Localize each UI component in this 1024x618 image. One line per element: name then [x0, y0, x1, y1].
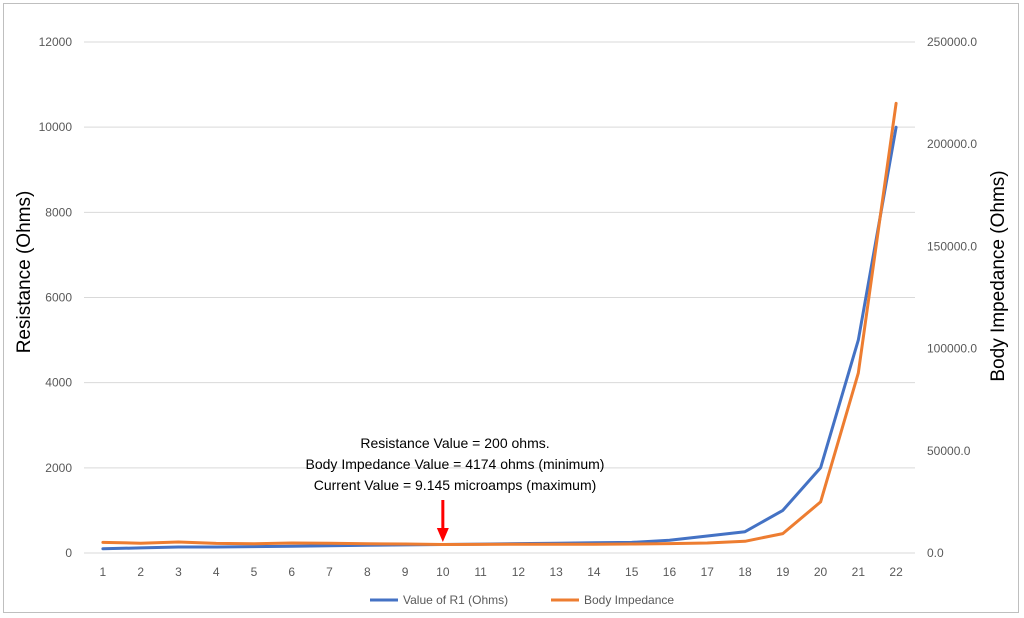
y2-tick-label: 150000.0 — [927, 239, 977, 253]
y-tick-label: 10000 — [39, 120, 73, 134]
left-axis-ticks: 0 2000 4000 6000 8000 10000 12000 — [39, 35, 73, 560]
y-tick-label: 4000 — [45, 376, 72, 390]
right-axis-ticks: 0.0 50000.0 100000.0 150000.0 200000.0 250000… — [927, 35, 977, 560]
series-line-body-impedance — [101, 101, 898, 546]
y-tick-label: 12000 — [39, 35, 73, 49]
annotation-line: Current Value = 9.145 microamps (maximum… — [314, 477, 597, 493]
annotation-line: Resistance Value = 200 ohms. — [360, 435, 549, 451]
legend: Value of R1 (Ohms) Body Impedance — [370, 593, 674, 607]
x-tick-label: 18 — [738, 565, 752, 579]
x-tick-label: 17 — [701, 565, 715, 579]
annotation-line: Body Impedance Value = 4174 ohms (minimu… — [306, 456, 605, 472]
legend-label: Body Impedance — [584, 593, 674, 607]
y2-tick-label: 50000.0 — [927, 444, 971, 458]
x-tick-label: 1 — [100, 565, 107, 579]
chart-frame — [3, 3, 1019, 613]
x-tick-label: 9 — [402, 565, 409, 579]
y2-tick-label: 0.0 — [927, 546, 944, 560]
x-tick-label: 13 — [549, 565, 563, 579]
y-tick-label: 8000 — [45, 205, 72, 219]
y-tick-label: 0 — [65, 546, 72, 560]
x-tick-label: 22 — [889, 565, 903, 579]
x-tick-label: 3 — [175, 565, 182, 579]
y2-tick-label: 200000.0 — [927, 137, 977, 151]
y-tick-label: 2000 — [45, 461, 72, 475]
x-tick-label: 6 — [288, 565, 295, 579]
series-lines — [101, 101, 898, 551]
legend-label: Value of R1 (Ohms) — [403, 593, 508, 607]
x-tick-label: 16 — [663, 565, 677, 579]
x-axis-ticks: 1 2 3 4 5 6 7 8 9 10 11 12 13 14 15 16 17 18 19 20 21 22 — [100, 565, 904, 579]
y2-tick-label: 100000.0 — [927, 342, 977, 356]
x-tick-label: 19 — [776, 565, 790, 579]
x-tick-label: 14 — [587, 565, 601, 579]
x-tick-label: 4 — [213, 565, 220, 579]
x-tick-label: 21 — [852, 565, 866, 579]
x-tick-label: 10 — [436, 565, 450, 579]
y2-tick-label: 250000.0 — [927, 35, 977, 49]
x-tick-label: 15 — [625, 565, 639, 579]
x-tick-label: 8 — [364, 565, 371, 579]
x-tick-label: 5 — [251, 565, 258, 579]
x-tick-label: 7 — [326, 565, 333, 579]
gridlines — [84, 41, 915, 554]
x-tick-label: 12 — [512, 565, 526, 579]
arrow-head — [436, 528, 449, 542]
x-tick-label: 2 — [137, 565, 144, 579]
x-tick-label: 20 — [814, 565, 828, 579]
x-tick-label: 11 — [474, 565, 487, 579]
y2-axis-title: Body Impedance (Ohms) — [988, 170, 1009, 381]
y-axis-title: Resistance (Ohms) — [14, 191, 35, 354]
y-tick-label: 6000 — [45, 291, 72, 305]
annotation: Resistance Value = 200 ohms. Body Impedan… — [306, 435, 605, 542]
